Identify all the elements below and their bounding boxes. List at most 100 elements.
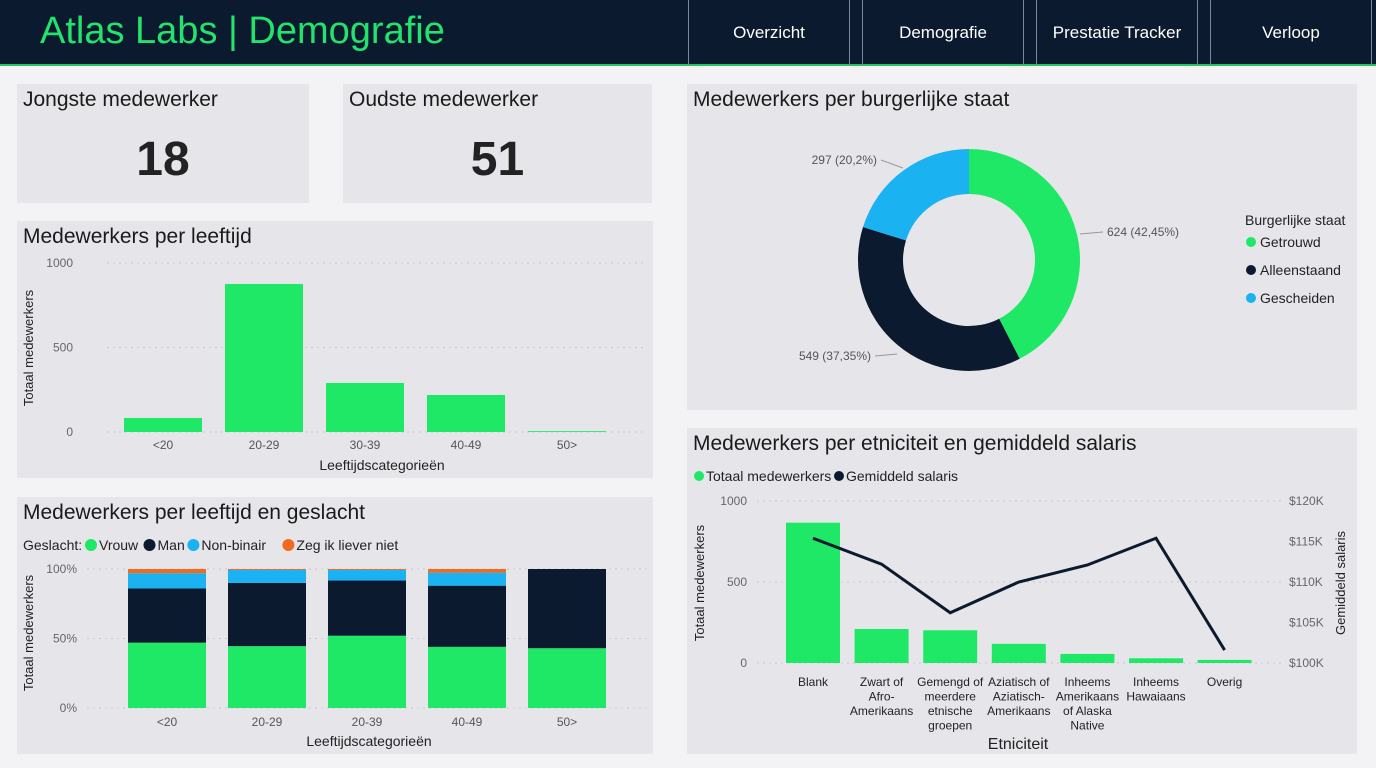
y-tick-label: 0 <box>740 656 747 670</box>
legend-item: Totaal medewerkers <box>706 468 831 484</box>
y-tick-label: 500 <box>53 341 73 355</box>
nav-overzicht[interactable]: Overzicht <box>688 0 850 66</box>
chart-title: Medewerkers per etniciteit en gemiddeld … <box>693 432 1137 455</box>
y-tick-label: 500 <box>727 575 747 589</box>
bar-Inheems Hawaiaans <box>1129 658 1183 663</box>
age-chart-panel: Medewerkers per leeftijd 0 500 1000 <20 20-2… <box>17 221 653 478</box>
bar-Zwart of Afro-Amerikaans <box>854 628 909 663</box>
y-tick-label: $105K <box>1289 616 1324 630</box>
bar-segment-Zeg ik liever niet <box>428 569 506 573</box>
x-tick-label: Hawaiaans <box>1126 690 1185 704</box>
bar-Aziatisch of Aziatisch-Amerikaans <box>991 643 1046 663</box>
x-tick-label: 20-39 <box>352 715 383 729</box>
bar-segment-Zeg ik liever niet <box>228 569 306 570</box>
legend-marker <box>143 539 156 551</box>
nav-demografie[interactable]: Demografie <box>862 0 1024 66</box>
y-tick-label: $110K <box>1289 575 1323 589</box>
axis-title: Gemiddeld salaris <box>1333 530 1348 635</box>
x-tick-label: Afro- <box>869 690 895 704</box>
axis-title: Totaal medewerkers <box>692 524 707 641</box>
y-tick-label: 50% <box>53 632 77 646</box>
legend-marker <box>1246 293 1256 303</box>
legend-title: Geslacht: <box>23 537 82 553</box>
marital-chart: 624 (42,45%) 549 (37,35%) 297 (20,2%) Burge… <box>799 149 1345 372</box>
x-tick-label: of Alaska <box>1063 704 1112 718</box>
x-tick-label: Amerikaans <box>850 704 913 718</box>
bar-Overig <box>1197 659 1252 663</box>
x-axis-title: Leeftijdscategorieën <box>319 457 444 473</box>
age-chart: 0 500 1000 <20 20-29 30-39 40-49 50> Leeftijdsca… <box>21 256 647 473</box>
bar-segment-Non-binair <box>328 569 406 581</box>
x-tick-label: 30-39 <box>350 438 381 452</box>
gender-chart-panel: Medewerkers per leeftijd en geslacht Ges… <box>17 497 653 754</box>
leader-line <box>1079 231 1104 235</box>
legend-marker <box>1246 265 1256 275</box>
gender-chart: Geslacht: Vrouw Man Non-binair Zeg ik liever… <box>21 537 647 749</box>
y-tick-label: 1000 <box>720 494 747 508</box>
x-tick-label: 20-29 <box>252 715 283 729</box>
bar-segment-Non-binair <box>428 572 506 586</box>
legend-item: Zeg ik liever niet <box>296 537 398 553</box>
bar-segment-Man <box>128 588 206 643</box>
y-tick-label: 1000 <box>46 256 73 270</box>
marital-chart-panel: Medewerkers per burgerlijke staat 624 (4… <box>687 84 1357 410</box>
x-tick-label: Inheems <box>1133 675 1179 689</box>
x-tick-label: 20-29 <box>249 438 280 452</box>
x-tick-label: Amerikaans <box>1056 690 1119 704</box>
legend-marker <box>694 471 704 481</box>
legend-marker <box>1246 237 1256 247</box>
data-label: 624 (42,45%) <box>1107 225 1179 239</box>
bar-Gemengd of meerdere etnische groepen <box>923 630 978 663</box>
chart-title: Medewerkers per burgerlijke staat <box>693 88 1010 111</box>
bar-segment-Man <box>528 569 606 649</box>
y-tick-label: $100K <box>1289 656 1324 670</box>
leader-line <box>880 159 904 169</box>
legend-item: Man <box>158 537 185 553</box>
y-tick-label: 0 <box>66 425 73 439</box>
bar-segment-Vrouw <box>328 635 406 708</box>
x-tick-label: 40-49 <box>451 438 482 452</box>
x-tick-label: 50> <box>557 438 577 452</box>
y-tick-label: $115K <box>1289 535 1323 549</box>
x-tick-label: Native <box>1070 719 1104 733</box>
legend-item: Gescheiden <box>1260 290 1335 306</box>
legend-item: Getrouwd <box>1260 234 1321 250</box>
bar-segment-Vrouw <box>128 642 206 708</box>
slice-Gescheiden <box>863 149 969 241</box>
nav-prestatie-tracker[interactable]: Prestatie Tracker <box>1036 0 1198 66</box>
bar-segment-Zeg ik liever niet <box>328 569 406 570</box>
bar-segment-Vrouw <box>528 648 606 708</box>
legend-title: Burgerlijke staat <box>1245 212 1345 228</box>
page-title: Atlas Labs | Demografie <box>40 10 445 52</box>
kpi-label: Oudste medewerker <box>349 88 539 111</box>
x-tick-label: groepen <box>928 719 972 733</box>
x-tick-label: Overig <box>1207 675 1242 689</box>
y-tick-label: $120K <box>1289 494 1324 508</box>
legend-item: Gemiddeld salaris <box>846 468 958 484</box>
chart-title: Medewerkers per leeftijd en geslacht <box>23 501 366 524</box>
nav-verloop[interactable]: Verloop <box>1210 0 1372 66</box>
kpi-value: 51 <box>470 133 525 186</box>
x-tick-label: Inheems <box>1064 675 1110 689</box>
kpi-oldest: Oudste medewerker 51 <box>343 84 652 203</box>
axis-title: Totaal medewerkers <box>21 574 36 691</box>
y-tick-label: 0% <box>60 701 78 715</box>
data-label: 297 (20,2%) <box>812 153 877 167</box>
bar-segment-Man <box>228 582 306 647</box>
bar-segment-Non-binair <box>228 569 306 583</box>
legend-marker <box>187 539 200 551</box>
bar-segment-Non-binair <box>128 573 206 589</box>
leader-line <box>874 353 898 357</box>
kpi-value: 18 <box>136 133 190 186</box>
legend-marker <box>85 539 97 551</box>
x-axis-title: Leeftijdscategorieën <box>306 733 431 749</box>
axis-title: Totaal medewerkers <box>21 289 36 406</box>
slice-Getrouwd <box>969 149 1080 359</box>
bar-Inheems Amerikaans of Alaska Native <box>1060 653 1115 663</box>
bar-50> <box>528 431 606 432</box>
x-tick-label: 40-49 <box>452 715 483 729</box>
data-label: 549 (37,35%) <box>799 349 871 363</box>
bar-40-49 <box>427 394 505 432</box>
header: Atlas Labs | Demografie Overzicht Demogr… <box>0 0 1376 66</box>
bar-segment-Vrouw <box>228 646 306 708</box>
